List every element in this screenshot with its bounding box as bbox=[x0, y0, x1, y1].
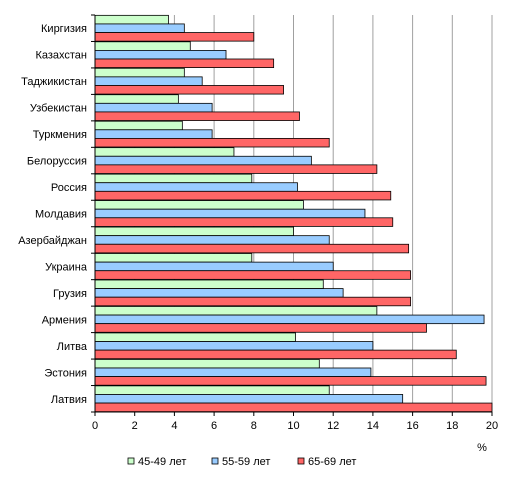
bar-1-12 bbox=[94, 306, 378, 316]
bar-2-2 bbox=[94, 50, 227, 60]
legend-swatch-1 bbox=[127, 457, 135, 465]
legend-label-1: 45-49 лет bbox=[138, 456, 186, 468]
x-tick-label: 10 bbox=[287, 420, 299, 432]
category-label: Казахстан bbox=[35, 50, 87, 62]
x-tick-label: 6 bbox=[211, 420, 217, 432]
category-label: Армения bbox=[42, 314, 87, 326]
legend-label-3: 65-69 лет bbox=[308, 456, 356, 468]
bar-1-10 bbox=[94, 253, 253, 263]
axes bbox=[91, 14, 493, 416]
x-tick-labels: 0 2 4 6 8 10 12 14 16 18 20 bbox=[92, 420, 498, 432]
category-label: Туркмения bbox=[33, 129, 87, 141]
bar-3-15 bbox=[94, 402, 493, 413]
legend-label-2: 55-59 лет bbox=[222, 456, 270, 468]
bar-2-3 bbox=[94, 76, 203, 86]
category-label: Азербайджан bbox=[18, 235, 87, 247]
bar-2-12 bbox=[94, 314, 485, 325]
bar-2-7 bbox=[94, 182, 298, 192]
bar-3-7 bbox=[94, 190, 392, 201]
bar-2-9 bbox=[94, 235, 330, 245]
category-label: Белоруссия bbox=[27, 156, 87, 168]
bar-2-13 bbox=[94, 341, 374, 351]
bar-2-4 bbox=[94, 102, 213, 113]
bar-1-5 bbox=[94, 120, 183, 131]
bar-3-2 bbox=[94, 58, 275, 69]
x-tick-label: 20 bbox=[486, 420, 498, 432]
category-label: Украина bbox=[45, 261, 88, 273]
bar-2-1 bbox=[94, 23, 185, 33]
bar-3-1 bbox=[94, 32, 255, 42]
x-tick-label: 4 bbox=[171, 420, 177, 432]
bar-3-3 bbox=[94, 85, 284, 95]
bars bbox=[94, 14, 493, 413]
category-label: Эстония bbox=[44, 367, 87, 379]
x-tick-label: 0 bbox=[92, 420, 98, 432]
bar-2-6 bbox=[94, 155, 312, 166]
bar-3-9 bbox=[94, 243, 410, 254]
category-label: Молдавия bbox=[35, 209, 87, 221]
legend-swatch-2 bbox=[211, 457, 219, 465]
bar-3-10 bbox=[94, 270, 412, 280]
bar-1-11 bbox=[94, 279, 324, 290]
bar-1-7 bbox=[94, 173, 253, 184]
category-label: Россия bbox=[51, 182, 87, 194]
bar-2-8 bbox=[94, 208, 366, 219]
legend: 45-49 лет 55-59 лет 65-69 лет bbox=[127, 456, 356, 468]
bar-1-3 bbox=[94, 67, 185, 78]
category-label: Киргизия bbox=[41, 23, 87, 35]
bar-1-1 bbox=[94, 14, 169, 25]
x-tick-label: 14 bbox=[367, 420, 379, 432]
bar-3-5 bbox=[94, 137, 330, 148]
category-label: Латвия bbox=[51, 394, 87, 406]
bar-3-6 bbox=[94, 164, 378, 174]
x-tick-label: 8 bbox=[251, 420, 257, 432]
bar-3-11 bbox=[94, 296, 412, 307]
x-tick-label: 18 bbox=[446, 420, 458, 432]
bar-1-13 bbox=[94, 332, 296, 342]
x-tick-label: 2 bbox=[132, 420, 138, 432]
bar-2-10 bbox=[94, 261, 334, 272]
x-tick-label: 16 bbox=[406, 420, 418, 432]
bar-2-11 bbox=[94, 288, 344, 298]
category-label: Таджикистан bbox=[21, 76, 87, 88]
bar-3-8 bbox=[94, 217, 394, 227]
bar-2-15 bbox=[94, 394, 404, 404]
category-label: Грузия bbox=[53, 288, 87, 300]
bar-1-14 bbox=[94, 358, 320, 369]
legend-swatch-3 bbox=[297, 457, 305, 465]
category-label: Узбекистан bbox=[30, 103, 87, 115]
bar-1-15 bbox=[94, 385, 330, 395]
bar-3-12 bbox=[94, 323, 427, 333]
bar-3-13 bbox=[94, 349, 457, 360]
bar-1-9 bbox=[94, 226, 294, 237]
bar-1-8 bbox=[94, 200, 304, 210]
x-tick-label: 12 bbox=[327, 420, 339, 432]
x-unit-label: % bbox=[477, 442, 487, 454]
bar-2-5 bbox=[94, 129, 213, 139]
bar-1-2 bbox=[94, 41, 191, 51]
bar-3-14 bbox=[94, 376, 487, 386]
bar-3-4 bbox=[94, 111, 300, 121]
bar-1-4 bbox=[94, 94, 179, 104]
category-labels: Киргизия Казахстан Таджикистан Узбекистан Ту… bbox=[18, 23, 88, 406]
bar-2-14 bbox=[94, 367, 372, 378]
bar-1-6 bbox=[94, 147, 235, 157]
category-label: Литва bbox=[57, 341, 88, 353]
